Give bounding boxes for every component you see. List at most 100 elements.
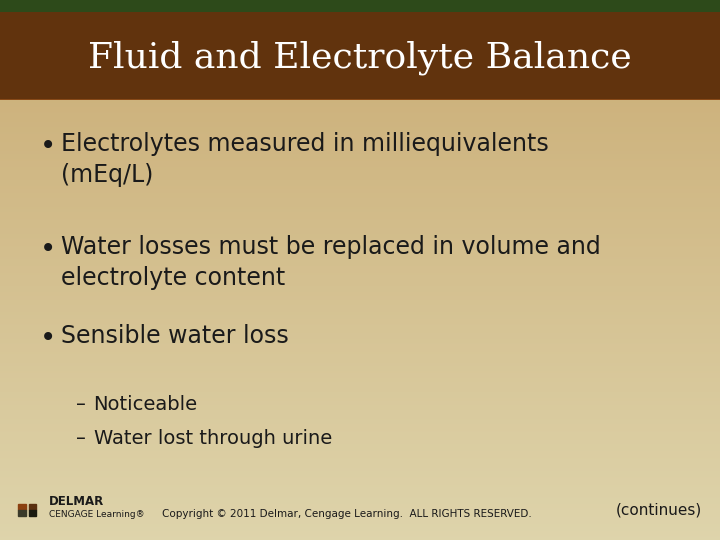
Bar (0, 61, 720, 99)
Bar (0, 71, 720, 73)
Bar (0, 275, 720, 276)
Bar (0, 368, 720, 370)
Bar (0, 44, 720, 99)
Bar (0, 494, 720, 496)
Bar (0, 5, 720, 6)
Bar (0, 58, 720, 99)
Bar (0, 49, 720, 99)
Bar (0, 141, 720, 143)
Bar (0, 32, 720, 99)
Bar (0, 214, 720, 216)
Bar (0, 534, 720, 535)
Bar (0, 353, 720, 354)
Bar (0, 65, 720, 99)
Bar (0, 455, 720, 456)
Bar (0, 351, 720, 353)
Bar (0, 307, 720, 308)
Bar (0, 409, 720, 410)
Bar (0, 88, 720, 99)
Bar (0, 71, 720, 99)
Bar (0, 72, 720, 99)
Bar (0, 202, 720, 204)
Bar (0, 374, 720, 375)
Bar (0, 66, 720, 99)
Bar (0, 474, 720, 475)
Bar (0, 298, 720, 300)
Bar (0, 513, 720, 514)
Bar (0, 73, 720, 99)
Bar (0, 98, 720, 100)
Bar (0, 150, 720, 151)
Bar (0, 9, 720, 99)
Bar (0, 91, 720, 99)
Bar (0, 63, 720, 99)
Bar (0, 83, 720, 99)
Bar (0, 48, 720, 99)
Bar (0, 359, 720, 361)
Bar (0, 1, 720, 99)
Bar (0, 228, 720, 230)
Bar (0, 12, 720, 99)
Bar (0, 80, 720, 99)
Bar (0, 361, 720, 362)
Bar (0, 29, 720, 99)
Bar (0, 536, 720, 537)
Bar (0, 118, 720, 119)
Bar (0, 248, 720, 249)
Bar (0, 38, 720, 99)
Bar (0, 60, 720, 99)
Bar (0, 16, 720, 99)
Bar (0, 97, 720, 100)
Bar (0, 8, 720, 99)
Bar (0, 379, 720, 381)
Bar (0, 490, 720, 491)
Bar (0, 30, 720, 31)
Bar (0, 448, 720, 449)
Bar (0, 11, 720, 99)
Bar (0, 31, 720, 99)
Bar (0, 313, 720, 314)
Bar (0, 38, 720, 99)
Bar (0, 14, 720, 99)
Bar (0, 176, 720, 177)
Bar (0, 90, 720, 99)
Bar (0, 6, 720, 99)
Bar (0, 36, 720, 99)
Bar (0, 126, 720, 127)
Bar (0, 67, 720, 99)
Bar (0, 46, 720, 99)
Bar (0, 46, 720, 99)
Bar (0, 526, 720, 528)
Bar (0, 82, 720, 99)
Bar (0, 94, 720, 100)
Bar (0, 496, 720, 497)
Bar (0, 8, 720, 99)
Bar (0, 152, 720, 154)
Bar (0, 467, 720, 468)
Bar (0, 312, 720, 313)
Bar (0, 39, 720, 99)
Bar (0, 147, 720, 149)
Bar (0, 397, 720, 399)
Bar (0, 76, 720, 99)
Bar (0, 55, 720, 99)
Bar (0, 10, 720, 99)
Bar (0, 35, 720, 99)
Bar (0, 3, 720, 4)
Bar (0, 7, 720, 99)
Bar (0, 491, 720, 492)
Bar (0, 56, 720, 99)
Bar (0, 88, 720, 99)
Text: –: – (76, 395, 86, 414)
Bar (0, 37, 720, 99)
Bar (0, 4, 720, 99)
Bar (0, 79, 720, 99)
Bar (0, 165, 720, 166)
Bar (0, 435, 720, 436)
Bar (0, 173, 720, 174)
Bar (0, 100, 720, 102)
Bar (0, 35, 720, 36)
Bar (0, 64, 720, 99)
Bar (0, 487, 720, 489)
Bar (0, 428, 720, 429)
